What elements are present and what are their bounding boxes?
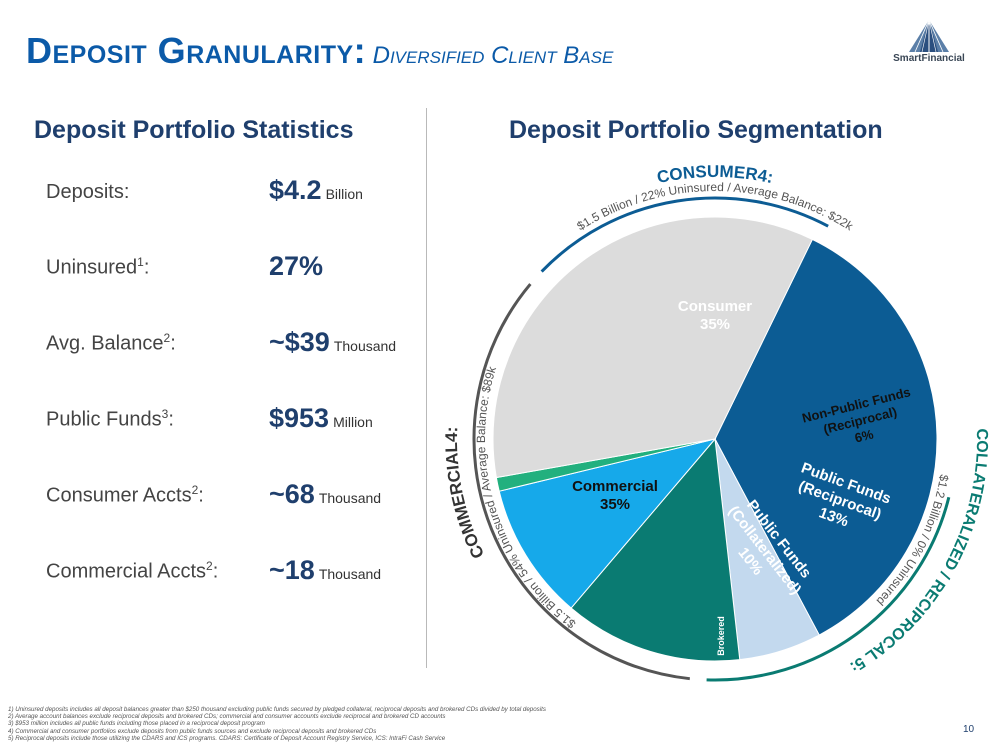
group-arc	[472, 283, 690, 681]
stat-row-public-funds: Public Funds3: $953 Million	[46, 400, 416, 434]
stat-row-deposits: Deposits: $4.2 Billion	[46, 172, 416, 206]
stat-value: $4.2 Billion	[269, 175, 363, 205]
statistics-heading: Deposit Portfolio Statistics	[34, 116, 354, 144]
title-sub: Diversified Client Base	[372, 42, 614, 69]
stat-label: Deposits:	[46, 181, 130, 203]
pie-slice-commercial	[492, 216, 813, 479]
slice-label-text: 35%	[700, 316, 730, 333]
logo-mountain-icon	[909, 20, 949, 52]
footnote: 2) Average account balances exclude reci…	[8, 713, 446, 721]
segmentation-heading: Deposit Portfolio Segmentation	[509, 116, 883, 144]
stat-label: Consumer Accts2:	[46, 483, 204, 507]
logo-text: SmartFinancial	[893, 53, 965, 64]
footnote: 5) Reciprocal deposits include those uti…	[8, 734, 446, 742]
stat-label: Commercial Accts2:	[46, 559, 219, 583]
pie-slice-consumer	[714, 238, 938, 636]
stat-label: Public Funds3:	[46, 407, 174, 431]
stat-label: Avg. Balance2:	[46, 331, 176, 355]
slice-label-text: Consumer	[678, 298, 752, 315]
page-title: Deposit Granularity: Diversified Client …	[26, 30, 613, 72]
column-divider	[426, 108, 427, 668]
stat-value: ~68 Thousand	[269, 479, 382, 509]
footnote: 4) Commercial and consumer portfolios ex…	[8, 727, 377, 735]
footnote: 3) $953 million includes all public fund…	[8, 720, 265, 728]
stat-row-uninsured: Uninsured1: 27%	[46, 248, 416, 282]
stat-row-commercial-accts: Commercial Accts2: ~18 Thousand	[46, 552, 416, 586]
slice-label-text: Commercial	[572, 478, 658, 495]
title-main: Deposit Granularity:	[26, 30, 367, 71]
stat-value: 27%	[269, 251, 324, 281]
slice-label-brokered: Brokered	[716, 616, 726, 656]
stat-value: ~18 Thousand	[269, 555, 382, 585]
slice-label-text: 35%	[600, 496, 630, 513]
smartfinancial-logo: SmartFinancial	[884, 20, 974, 70]
stat-value: ~$39 Thousand	[269, 327, 397, 357]
slice-label-text: 6%	[853, 426, 875, 445]
pie-slice-public-funds-collateralized	[498, 438, 717, 609]
stat-row-consumer-accts: Consumer Accts2: ~68 Thousand	[46, 476, 416, 510]
group-arc	[706, 496, 951, 682]
stat-value: $953 Million	[269, 403, 373, 433]
stat-label: Uninsured1:	[46, 255, 150, 279]
footnotes: 1) Uninsured deposits includes all depos…	[8, 706, 908, 742]
page-number: 10	[963, 724, 975, 735]
pie-slice-public-funds-reciprocal	[570, 437, 741, 662]
group-arc	[540, 196, 829, 273]
stat-row-avg-balance: Avg. Balance2: ~$39 Thousand	[46, 324, 416, 358]
footnote: 1) Uninsured deposits includes all depos…	[8, 706, 546, 713]
